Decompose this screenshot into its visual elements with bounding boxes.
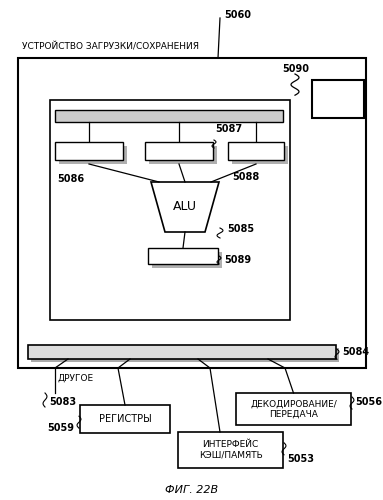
Text: ДЕКОДИРОВАНИЕ/
ПЕРЕДАЧА: ДЕКОДИРОВАНИЕ/ ПЕРЕДАЧА <box>250 400 337 418</box>
Text: 5059: 5059 <box>47 423 74 433</box>
Text: 5084: 5084 <box>342 347 369 357</box>
Text: ИНТЕРФЕЙС
КЭШ/ПАМЯТЬ: ИНТЕРФЕЙС КЭШ/ПАМЯТЬ <box>199 440 262 460</box>
Bar <box>28 345 336 359</box>
Bar <box>59 146 127 164</box>
Text: CTL: CTL <box>324 92 352 106</box>
Bar <box>18 58 366 368</box>
Text: УСТРОЙСТВО ЗАГРУЗКИ/СОХРАНЕНИЯ: УСТРОЙСТВО ЗАГРУЗКИ/СОХРАНЕНИЯ <box>22 43 199 52</box>
Text: РЕГИСТРЫ: РЕГИСТРЫ <box>99 414 151 424</box>
Bar <box>149 146 217 164</box>
Text: ALU: ALU <box>173 200 197 213</box>
Bar <box>232 146 288 164</box>
Polygon shape <box>151 182 219 232</box>
Bar <box>152 252 222 268</box>
Text: 5085: 5085 <box>227 224 254 234</box>
Bar <box>236 393 351 425</box>
Text: 5060: 5060 <box>224 10 251 20</box>
Text: 5083: 5083 <box>49 397 76 407</box>
Bar <box>228 142 284 160</box>
Text: 5087: 5087 <box>215 124 242 134</box>
Text: 5086: 5086 <box>57 174 84 184</box>
Text: 5088: 5088 <box>232 172 259 182</box>
Text: 5056: 5056 <box>355 397 382 407</box>
Bar <box>145 142 213 160</box>
Bar <box>312 80 364 118</box>
Bar <box>55 110 283 122</box>
Bar <box>50 100 290 320</box>
Text: 5089: 5089 <box>224 255 251 265</box>
Text: 5053: 5053 <box>287 454 314 464</box>
Bar <box>55 142 123 160</box>
Bar <box>178 432 283 468</box>
Text: ФИГ. 22В: ФИГ. 22В <box>165 485 218 495</box>
Text: 5090: 5090 <box>282 64 309 74</box>
Text: ДРУГОЕ: ДРУГОЕ <box>57 374 93 383</box>
Bar <box>80 405 170 433</box>
Bar <box>31 348 339 362</box>
Bar <box>148 248 218 264</box>
